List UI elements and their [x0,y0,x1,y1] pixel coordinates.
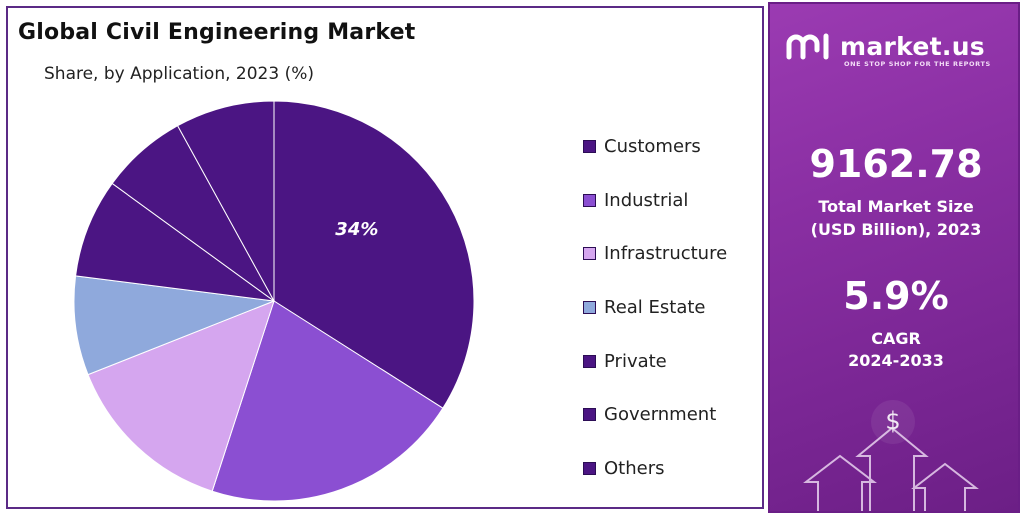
legend-label: Private [604,350,667,372]
chart-title: Global Civil Engineering Market [18,20,416,45]
market-size-label-2: (USD Billion), 2023 [810,220,982,239]
cagr-label: CAGR [871,329,921,348]
legend-label: Infrastructure [604,243,728,265]
chart-legend: Customers Industrial Infrastructure Real Es… [583,120,727,495]
pie-slice-others [176,100,275,302]
legend-swatch [583,193,596,207]
legend-label: Others [604,457,665,479]
legend-swatch [583,301,596,315]
pie-slice-real-estate [73,275,275,376]
legend-swatch [583,354,596,368]
market-size-value: 9162.78 [809,142,983,186]
cagr-period: 2024-2033 [848,351,944,370]
legend-item-government: Government [583,388,727,442]
legend-item-infrastructure: Infrastructure [583,227,727,281]
pie-slice-private [75,182,275,302]
stats-panel: $ market.us ONE STOP SHOP FOR THE REPORT… [768,2,1020,513]
cagr-value: 5.9% [843,274,949,318]
legend-item-industrial: Industrial [583,174,727,228]
chart-panel: Global Civil Engineering Market Share, b… [6,6,764,509]
market-us-logo-icon [786,33,829,60]
legend-swatch [583,247,596,261]
legend-item-real-estate: Real Estate [583,281,727,335]
pie-chart: 34% [73,100,475,502]
legend-swatch [583,140,596,154]
legend-label: Government [604,404,717,426]
decor-arrows: $ [803,400,979,511]
chart-subtitle: Share, by Application, 2023 (%) [44,64,314,84]
brand-logo: market.us [784,30,985,62]
legend-swatch [583,408,596,422]
data-label-customers: 34% [335,219,378,240]
pie-slice-infrastructure [87,300,275,492]
pie-slice-customers [273,100,475,409]
pie-slice-industrial [211,300,444,502]
legend-item-others: Others [583,442,727,496]
legend-label: Customers [604,136,701,158]
dollar-icon: $ [885,407,900,435]
brand-tagline: ONE STOP SHOP FOR THE REPORTS [844,60,991,68]
legend-item-customers: Customers [583,120,727,174]
legend-item-private: Private [583,334,727,388]
legend-label: Industrial [604,189,689,211]
legend-swatch [583,461,596,475]
market-size-label-1: Total Market Size [818,197,974,216]
brand-name: market.us [840,31,985,61]
legend-label: Real Estate [604,297,706,319]
